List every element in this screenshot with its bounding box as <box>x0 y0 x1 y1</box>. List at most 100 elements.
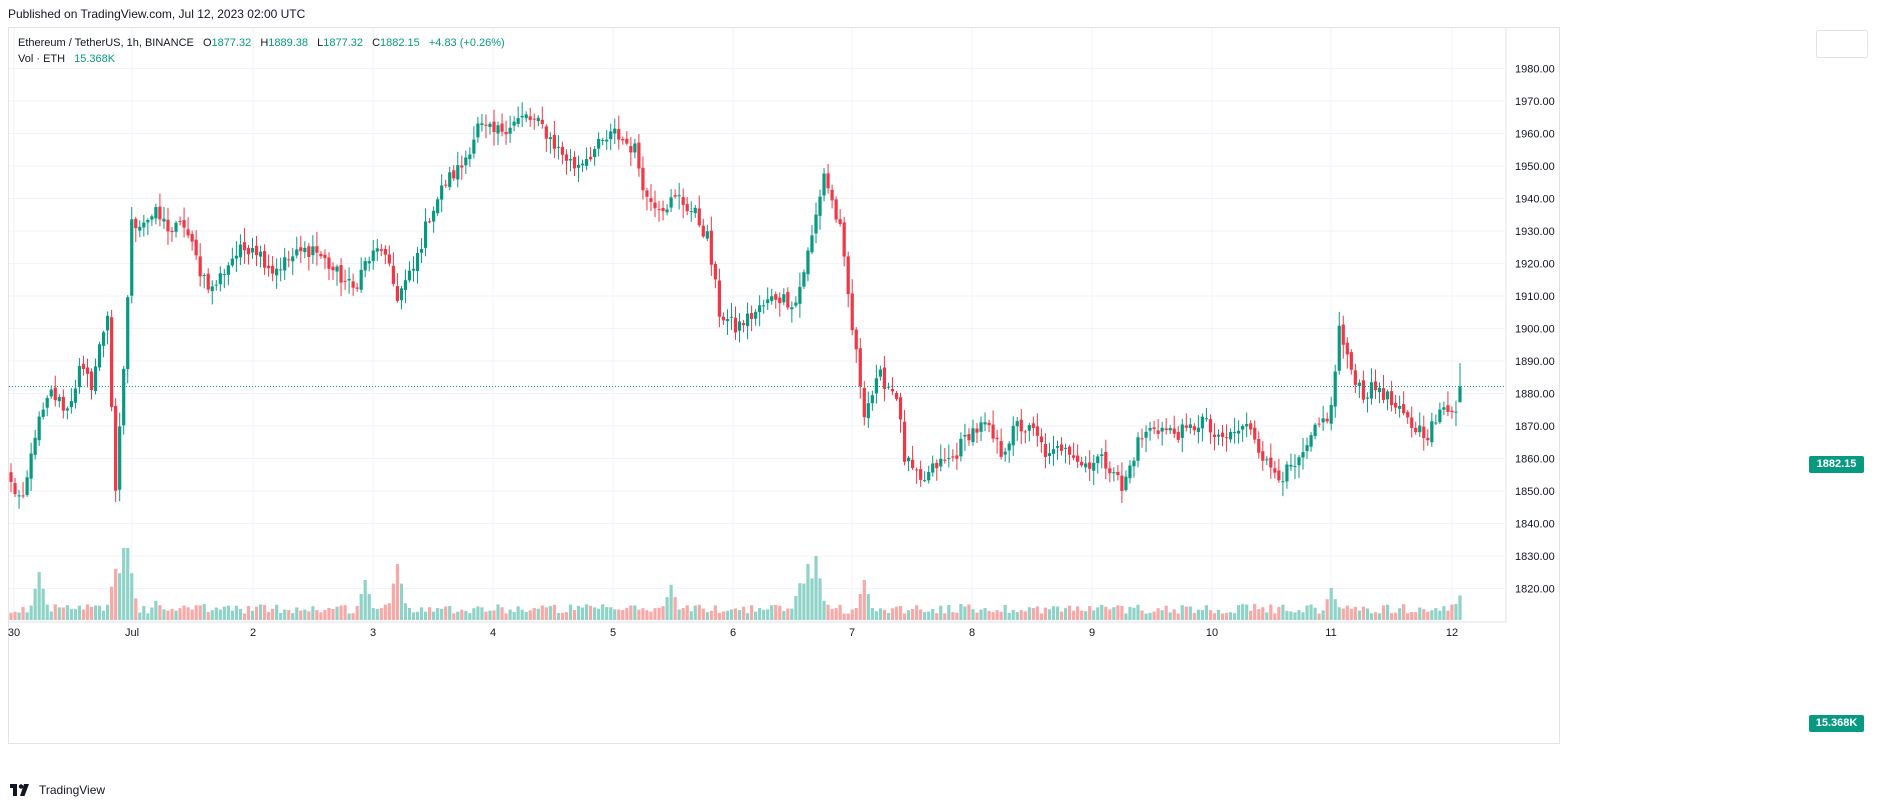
candle-body <box>1442 407 1446 410</box>
volume-bar <box>456 611 460 620</box>
candle-body <box>858 348 862 387</box>
y-tick-label: 1900.00 <box>1515 324 1555 336</box>
candle-body <box>834 199 838 220</box>
volume-bar <box>959 604 963 620</box>
volume-bar <box>444 606 448 620</box>
candle-body <box>1321 418 1325 423</box>
candle-body <box>1152 427 1156 429</box>
candle-body <box>939 458 943 467</box>
volume-bar <box>190 609 194 620</box>
volume-bar <box>1341 608 1345 620</box>
candle-body <box>874 378 878 394</box>
volume-bar <box>258 604 263 620</box>
candle-body <box>894 393 899 399</box>
volume-bar <box>126 548 130 620</box>
candle-body <box>802 272 806 287</box>
candle-body <box>806 250 810 275</box>
candle-body <box>1116 471 1120 476</box>
volume-bar <box>1228 612 1233 620</box>
x-tick-label: 11 <box>1325 627 1336 639</box>
candle-body <box>882 367 887 389</box>
candle-body <box>81 363 86 370</box>
candle-body <box>1377 387 1382 393</box>
candle-body <box>1434 422 1438 424</box>
volume-bar <box>1104 606 1108 620</box>
volume-bar <box>1148 612 1152 620</box>
candle-body <box>1188 424 1192 429</box>
candle-body <box>1124 476 1128 490</box>
candle-body <box>1023 431 1027 433</box>
volume-bar <box>476 606 480 620</box>
candle-body <box>818 196 822 216</box>
candle-body <box>814 214 818 234</box>
symbol-label[interactable]: Ethereum / TetherUS, 1h, BINANCE <box>18 37 194 49</box>
candle-body <box>540 119 544 125</box>
candle-body <box>512 121 516 126</box>
candle-body <box>1446 405 1450 412</box>
volume-bar <box>464 610 468 620</box>
candle-body <box>254 245 259 256</box>
volume-bar <box>584 604 589 620</box>
volume-bar <box>9 612 13 620</box>
y-tick-label: 1950.00 <box>1515 161 1555 173</box>
volume-bar <box>1039 613 1043 620</box>
candle-body <box>1269 457 1273 468</box>
candle-body <box>1168 428 1172 431</box>
candle-body <box>246 248 251 255</box>
volume-bar <box>911 609 915 620</box>
candle-body <box>415 253 420 272</box>
candle-body <box>1325 418 1329 422</box>
chart-frame[interactable] <box>8 27 1560 744</box>
volume-bar <box>568 604 573 620</box>
volume-bar <box>97 605 102 620</box>
volume-bar <box>874 611 878 620</box>
volume-bar <box>1313 607 1317 620</box>
volume-bar <box>1309 604 1313 620</box>
candle-body <box>649 198 653 202</box>
settings-box[interactable] <box>1816 30 1868 58</box>
candle-body <box>681 197 685 205</box>
volume-bar <box>689 611 693 620</box>
candle-body <box>629 145 633 153</box>
candle-body <box>1208 419 1213 433</box>
candle-body <box>154 207 158 219</box>
candle-body <box>480 123 484 126</box>
volume-bar <box>605 607 609 620</box>
volume-bar <box>681 607 685 620</box>
volume-bar <box>1051 606 1056 620</box>
volume-bar <box>1373 612 1378 620</box>
volume-bar <box>1321 610 1325 620</box>
volume-bar <box>649 611 653 620</box>
x-tick-label: 9 <box>1089 627 1095 639</box>
candle-body <box>218 273 222 285</box>
volume-bar <box>717 612 721 620</box>
volume-bar <box>1212 613 1217 620</box>
candle-body <box>597 138 601 149</box>
candle-body <box>1019 419 1023 432</box>
candle-body <box>275 268 279 276</box>
candle-body <box>713 263 717 280</box>
candle-body <box>810 235 814 253</box>
candle-body <box>665 209 669 213</box>
volume-bar <box>1015 611 1019 620</box>
volume-bar <box>520 609 524 620</box>
volume-bar <box>1067 605 1072 620</box>
volume-bar <box>460 609 464 620</box>
candle-body <box>327 257 331 269</box>
footer-brand[interactable]: TradingView <box>10 783 105 797</box>
high-value: 1889.38 <box>268 37 309 49</box>
volume-bar <box>1414 612 1418 620</box>
volume-bar <box>790 608 794 620</box>
candle-body <box>166 219 170 232</box>
volume-label[interactable]: Vol · ETH <box>18 53 66 65</box>
candle-body <box>1257 439 1261 453</box>
candle-body <box>745 313 750 327</box>
volume-bar <box>1176 613 1180 620</box>
open-value: 1877.32 <box>211 37 252 49</box>
candle-body <box>1406 412 1410 418</box>
volume-bar <box>862 580 866 620</box>
volume-bar <box>271 608 275 620</box>
change-value: +4.83 (+0.26%) <box>428 37 505 49</box>
candle-body <box>963 435 967 437</box>
